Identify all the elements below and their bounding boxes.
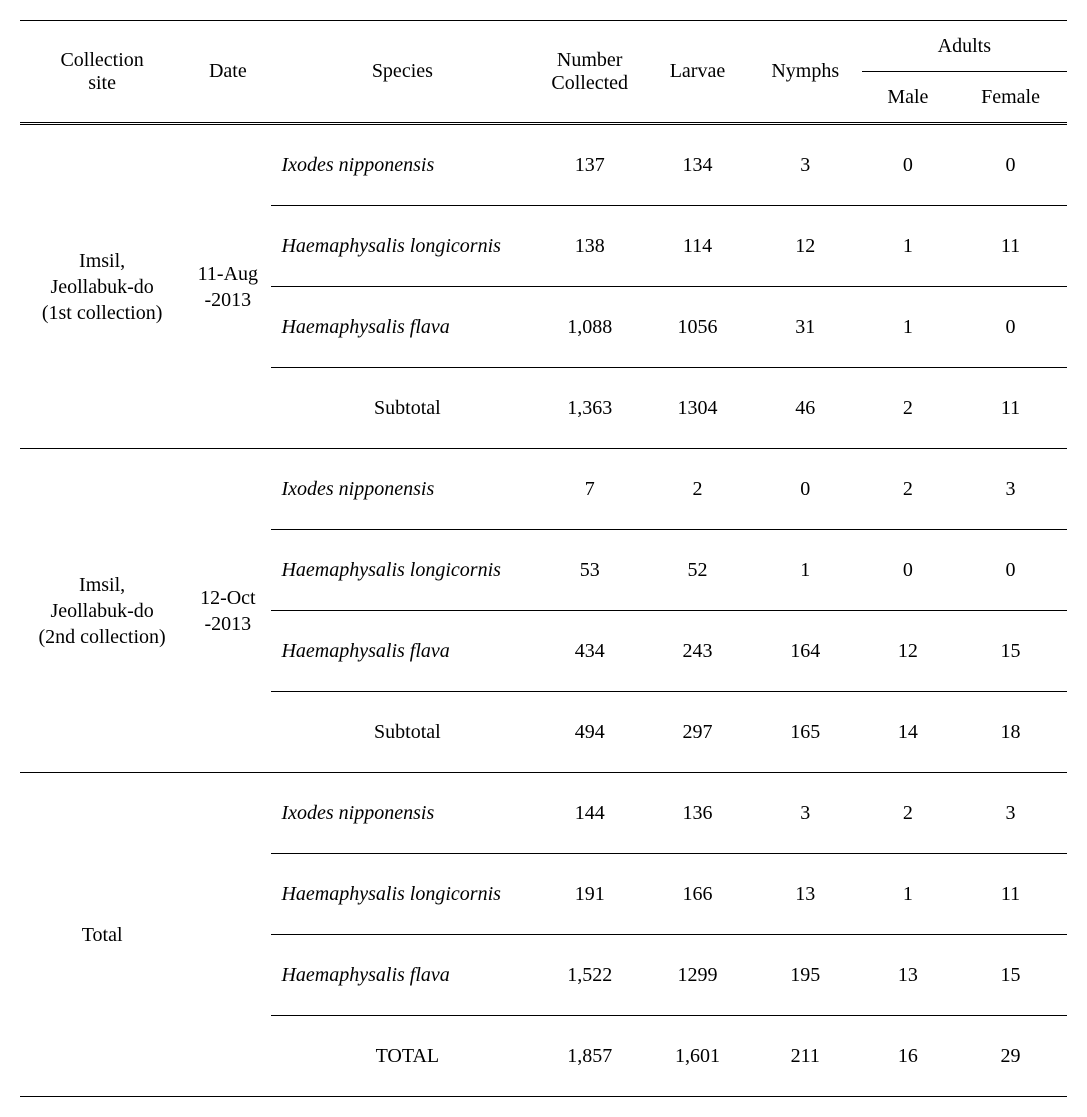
cell-male: 1 xyxy=(862,206,954,287)
cell-male: 0 xyxy=(862,124,954,206)
cell-number: 7 xyxy=(533,449,646,530)
cell-species: Ixodes nipponensis xyxy=(271,124,533,206)
col-adults: Adults xyxy=(862,21,1067,72)
cell-female: 3 xyxy=(954,449,1067,530)
cell-nymphs: 164 xyxy=(749,611,862,692)
cell-species: Haemaphysalis longicornis xyxy=(271,854,533,935)
cell-larvae: 166 xyxy=(646,854,749,935)
cell-date xyxy=(184,773,271,1097)
cell-nymphs: 12 xyxy=(749,206,862,287)
col-number: NumberCollected xyxy=(533,21,646,124)
cell-male: 0 xyxy=(862,530,954,611)
col-date: Date xyxy=(184,21,271,124)
cell-female: 15 xyxy=(954,935,1067,1016)
cell-male: 1 xyxy=(862,854,954,935)
cell-species: Subtotal xyxy=(271,368,533,449)
col-female: Female xyxy=(954,72,1067,124)
cell-larvae: 1,601 xyxy=(646,1016,749,1097)
cell-nymphs: 165 xyxy=(749,692,862,773)
cell-nymphs: 195 xyxy=(749,935,862,1016)
cell-female: 0 xyxy=(954,287,1067,368)
cell-nymphs: 211 xyxy=(749,1016,862,1097)
cell-species: Ixodes nipponensis xyxy=(271,449,533,530)
cell-female: 29 xyxy=(954,1016,1067,1097)
cell-female: 18 xyxy=(954,692,1067,773)
cell-species: Haemaphysalis flava xyxy=(271,287,533,368)
cell-species: Haemaphysalis longicornis xyxy=(271,530,533,611)
cell-larvae: 2 xyxy=(646,449,749,530)
cell-number: 137 xyxy=(533,124,646,206)
cell-date: 12-Oct-2013 xyxy=(184,449,271,773)
cell-male: 2 xyxy=(862,368,954,449)
cell-larvae: 1304 xyxy=(646,368,749,449)
cell-nymphs: 31 xyxy=(749,287,862,368)
cell-male: 1 xyxy=(862,287,954,368)
cell-nymphs: 13 xyxy=(749,854,862,935)
cell-number: 434 xyxy=(533,611,646,692)
cell-number: 53 xyxy=(533,530,646,611)
cell-male: 14 xyxy=(862,692,954,773)
col-species: Species xyxy=(271,21,533,124)
cell-species: Ixodes nipponensis xyxy=(271,773,533,854)
cell-male: 16 xyxy=(862,1016,954,1097)
cell-species: Subtotal xyxy=(271,692,533,773)
cell-species: TOTAL xyxy=(271,1016,533,1097)
cell-male: 2 xyxy=(862,773,954,854)
cell-larvae: 114 xyxy=(646,206,749,287)
cell-larvae: 1299 xyxy=(646,935,749,1016)
cell-female: 11 xyxy=(954,206,1067,287)
cell-female: 0 xyxy=(954,124,1067,206)
col-larvae: Larvae xyxy=(646,21,749,124)
cell-species: Haemaphysalis flava xyxy=(271,611,533,692)
cell-site: Total xyxy=(20,773,184,1097)
col-site: Collectionsite xyxy=(20,21,184,124)
cell-larvae: 1056 xyxy=(646,287,749,368)
cell-date: 11-Aug-2013 xyxy=(184,124,271,449)
cell-female: 15 xyxy=(954,611,1067,692)
cell-number: 138 xyxy=(533,206,646,287)
cell-number: 1,522 xyxy=(533,935,646,1016)
col-nymphs: Nymphs xyxy=(749,21,862,124)
cell-number: 494 xyxy=(533,692,646,773)
cell-larvae: 297 xyxy=(646,692,749,773)
cell-site: Imsil,Jeollabuk-do(2nd collection) xyxy=(20,449,184,773)
cell-larvae: 136 xyxy=(646,773,749,854)
cell-male: 12 xyxy=(862,611,954,692)
cell-number: 1,088 xyxy=(533,287,646,368)
cell-female: 3 xyxy=(954,773,1067,854)
cell-nymphs: 3 xyxy=(749,124,862,206)
cell-number: 144 xyxy=(533,773,646,854)
cell-nymphs: 46 xyxy=(749,368,862,449)
cell-nymphs: 1 xyxy=(749,530,862,611)
cell-species: Haemaphysalis longicornis xyxy=(271,206,533,287)
cell-male: 13 xyxy=(862,935,954,1016)
tick-collection-table: CollectionsiteDateSpeciesNumberCollected… xyxy=(20,20,1067,1097)
cell-number: 1,363 xyxy=(533,368,646,449)
cell-number: 191 xyxy=(533,854,646,935)
cell-larvae: 52 xyxy=(646,530,749,611)
cell-species: Haemaphysalis flava xyxy=(271,935,533,1016)
cell-nymphs: 3 xyxy=(749,773,862,854)
cell-larvae: 134 xyxy=(646,124,749,206)
cell-site: Imsil,Jeollabuk-do(1st collection) xyxy=(20,124,184,449)
cell-larvae: 243 xyxy=(646,611,749,692)
cell-female: 11 xyxy=(954,854,1067,935)
cell-number: 1,857 xyxy=(533,1016,646,1097)
cell-female: 0 xyxy=(954,530,1067,611)
cell-nymphs: 0 xyxy=(749,449,862,530)
col-male: Male xyxy=(862,72,954,124)
cell-male: 2 xyxy=(862,449,954,530)
cell-female: 11 xyxy=(954,368,1067,449)
